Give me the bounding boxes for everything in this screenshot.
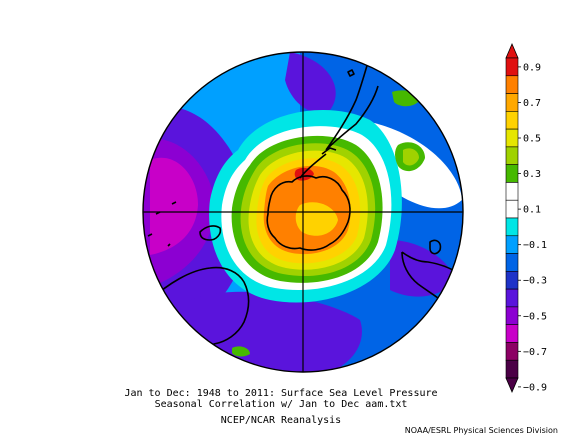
colorbar-swatch [505,128,519,148]
colorbar-swatch [505,342,519,361]
colorbar-swatch [505,111,519,130]
colorbar-swatch [505,306,519,325]
colorbar-tick-label: 0.9 [523,62,541,73]
colorbar-tick-label: −0.3 [523,276,547,287]
map-border [142,51,464,373]
colorbar-tick-label: 0.5 [523,134,541,145]
colorbar-tick-label: 0.7 [523,98,541,109]
colorbar-swatch [505,146,519,165]
colorbar-swatch [505,75,519,94]
colorbar-swatch [505,57,519,77]
south-america-coastline [325,55,379,151]
caption-line-2: Seasonal Correlation w/ Jan to Dec aam.t… [154,399,408,410]
colorbar-tick-label: 0.1 [523,205,541,216]
colorbar-tick-label: −0.7 [523,347,547,358]
falklands [347,69,355,77]
colorbar-tick-label: 0.3 [523,169,541,180]
magenta-zone-west [150,157,198,255]
polar-map [143,52,463,372]
credit-text: NOAA/ESRL Physical Sciences Division [404,426,558,435]
colorbar-swatch [505,199,519,219]
axis-lines [143,52,463,372]
colorbar-swatch [505,93,519,112]
colorbar-max-arrow [505,42,519,59]
antarctic-peninsula [299,153,327,179]
tasmania [209,347,221,357]
new-zealand [199,225,222,241]
colorbar-swatch [505,288,519,308]
colorbar-swatch [505,217,519,237]
caption-line-1: Jan to Dec: 1948 to 2011: Surface Sea Le… [124,388,438,399]
colorbar-swatch [505,253,519,272]
green-anomaly-south [232,346,250,357]
madagascar [429,239,442,255]
colorbar-tick-label: −0.9 [523,382,547,393]
colorbar-swatch [505,324,519,343]
colorbar: 0.9 0.7 0.5 0.3 0.1 −0.1 −0.3 −0.5 −0.7 −0.9 [505,42,547,394]
colorbar-swatch [505,271,519,290]
colorbar-tick-label: −0.1 [523,240,547,251]
caption-line-3: NCEP/NCAR Reanalysis [220,415,342,426]
colorbar-swatch [505,359,519,379]
colorbar-tick-label: −0.5 [523,311,547,322]
colorbar-swatch [505,235,519,254]
pacific-islands [147,201,177,247]
light-green-anomaly-east [403,148,419,166]
violet-zone-north [285,52,336,113]
colorbar-swatch [505,182,519,201]
colorbar-min-arrow [505,377,519,394]
south-america-tip [321,147,337,155]
yellow-interior [295,202,338,236]
colorbar-swatch [505,164,519,183]
